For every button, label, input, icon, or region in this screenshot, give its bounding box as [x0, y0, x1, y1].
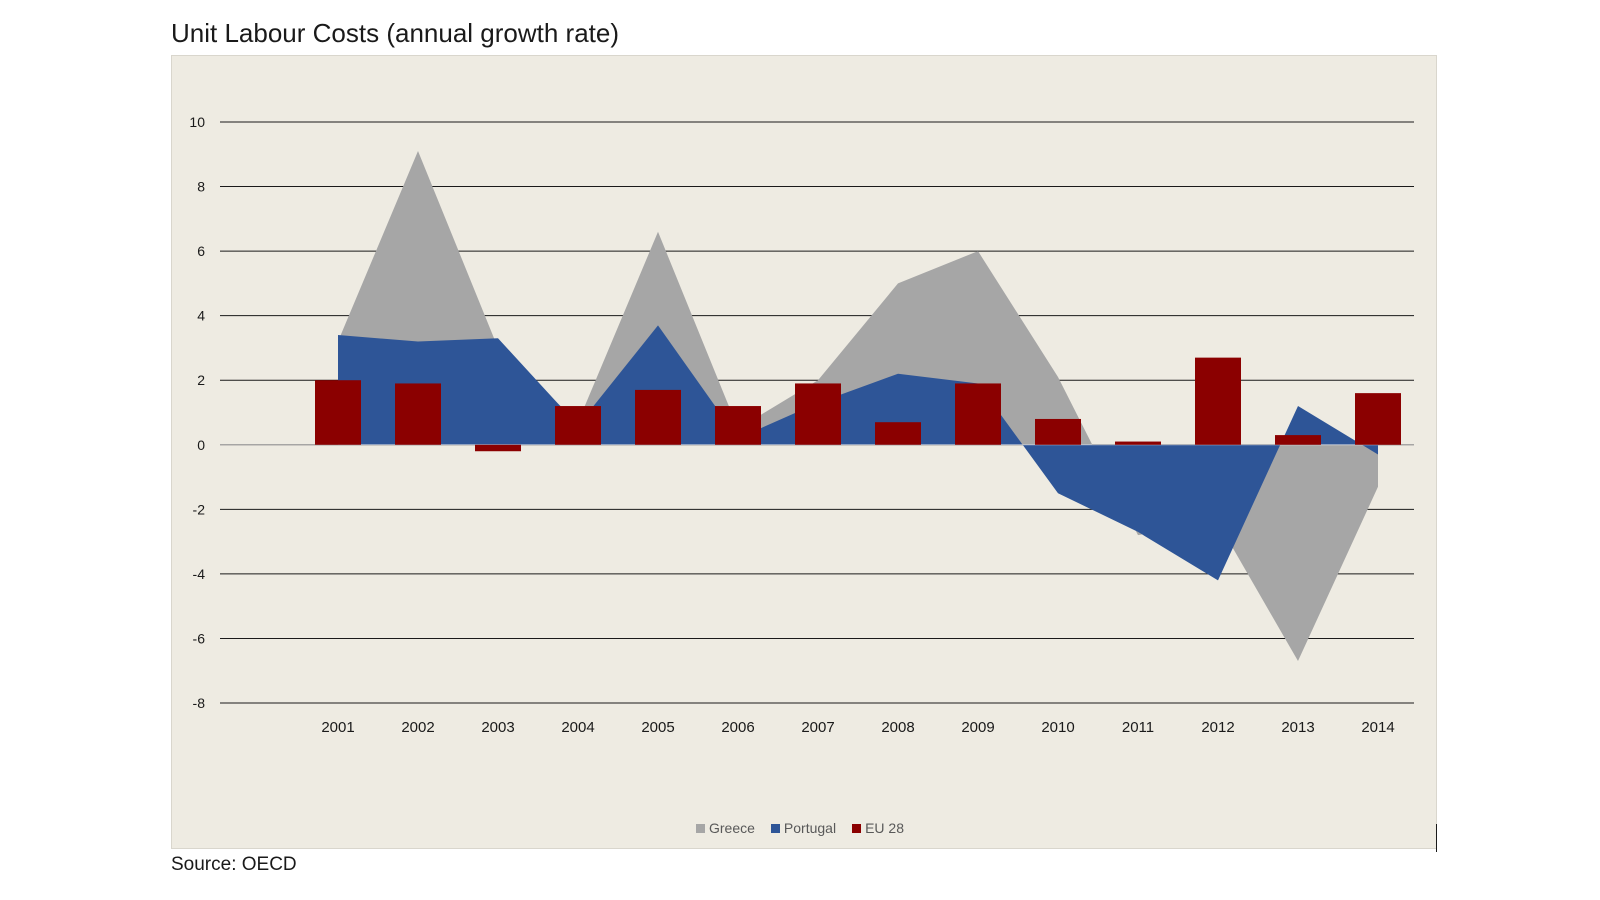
x-tick-label: 2013: [1281, 719, 1314, 736]
x-tick-label: 2002: [401, 719, 434, 736]
bar-eu28-2008: [875, 422, 921, 445]
y-tick-label: -8: [193, 695, 206, 711]
bar-eu28-2011: [1115, 441, 1161, 445]
chart-legend: Greece Portugal EU 28: [0, 820, 1600, 836]
legend-item-eu-28: EU 28: [852, 820, 904, 836]
area-series-portugal: [338, 325, 1378, 581]
bar-eu28-2012: [1195, 357, 1241, 445]
x-tick-label: 2014: [1361, 719, 1394, 736]
bar-eu28-2007: [795, 383, 841, 445]
y-tick-label: 0: [197, 437, 205, 453]
bar-eu28-2009: [955, 383, 1001, 445]
bar-eu28-2005: [635, 389, 681, 445]
frame-corner-mark: [1436, 824, 1437, 852]
bar-eu28-2013: [1275, 435, 1321, 445]
x-tick-label: 2003: [481, 719, 514, 736]
x-tick-label: 2006: [721, 719, 754, 736]
bar-eu28-2002: [395, 383, 441, 445]
legend-item-portugal: Portugal: [770, 820, 837, 836]
y-tick-label: 8: [197, 179, 205, 195]
x-tick-label: 2007: [801, 719, 834, 736]
legend-label: EU 28: [865, 820, 904, 836]
x-tick-label: 2012: [1201, 719, 1234, 736]
bar-eu28-2003: [475, 444, 521, 452]
x-tick-label: 2004: [561, 719, 594, 736]
y-tick-label: 6: [197, 243, 205, 259]
y-tick-label: -6: [193, 630, 206, 646]
chart-frame: 10 8 6 4 2 0 -2 -4 -6 -8 2001 2002 2003 2004 2005 2006 2…: [171, 55, 1437, 849]
y-tick-label: 10: [189, 114, 205, 130]
legend-swatch: [770, 823, 780, 833]
legend-swatch: [696, 823, 705, 833]
chart-plot: 10 8 6 4 2 0 -2 -4 -6 -8 2001 2002 2003 2004 2005 2006 2…: [189, 114, 1414, 736]
bar-eu28-2001: [315, 380, 361, 445]
x-tick-label: 2010: [1041, 719, 1074, 736]
y-tick-label: 4: [197, 308, 205, 324]
bar-eu28-2014: [1355, 393, 1401, 445]
bar-eu28-2006: [715, 406, 761, 445]
y-tick-label: -2: [193, 501, 206, 517]
x-tick-label: 2009: [961, 719, 994, 736]
x-tick-label: 2011: [1122, 719, 1154, 736]
y-tick-label: -4: [193, 566, 206, 582]
bar-eu28-2010: [1035, 418, 1081, 445]
bar-eu28-2004: [555, 406, 601, 445]
x-tick-label: 2008: [881, 719, 914, 736]
legend-label: Greece: [709, 820, 755, 836]
legend-item-greece: Greece: [696, 820, 755, 836]
x-tick-label: 2001: [321, 719, 354, 736]
chart-title: Unit Labour Costs (annual growth rate): [171, 18, 620, 48]
legend-swatch: [852, 823, 862, 833]
legend-label: Portugal: [783, 820, 837, 836]
y-tick-label: 2: [197, 372, 205, 388]
x-tick-label: 2005: [641, 719, 674, 736]
source-note: Source: OECD: [171, 854, 297, 875]
